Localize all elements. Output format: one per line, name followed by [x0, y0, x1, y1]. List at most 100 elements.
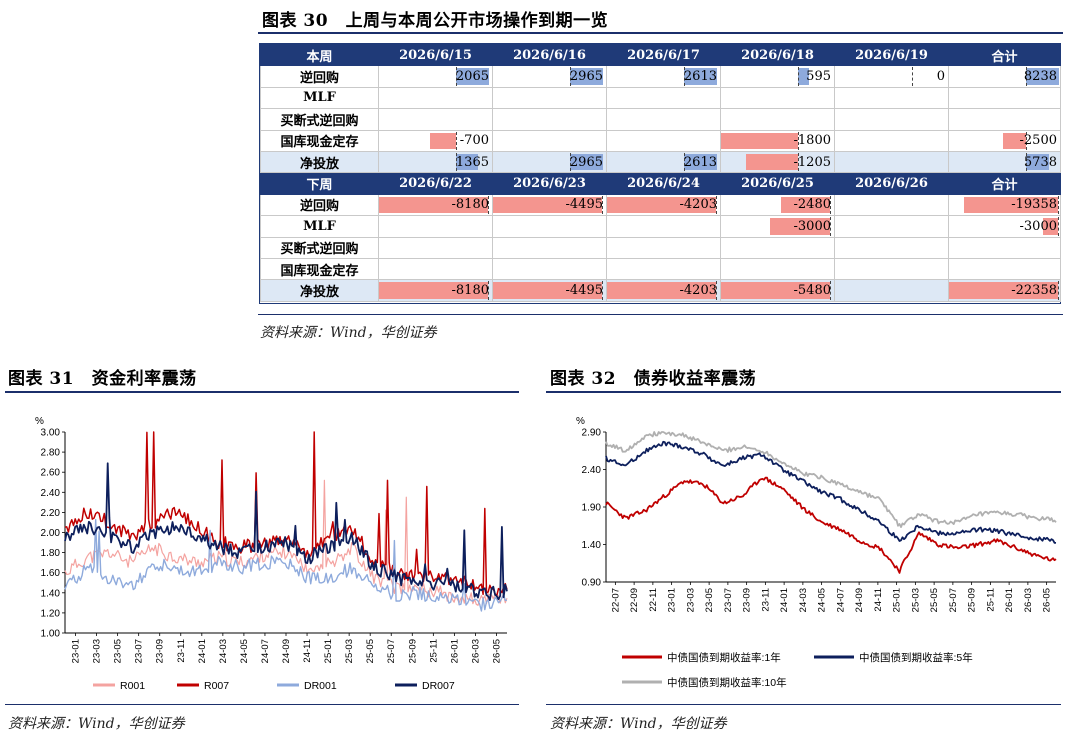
bar-axis-line — [798, 152, 799, 172]
bar-axis-line — [1057, 281, 1059, 300]
bar-axis-line — [570, 152, 571, 172]
y-tick-label: 2.20 — [41, 508, 61, 519]
positive-bar — [1026, 153, 1049, 171]
date-header: 2026/6/18 — [720, 43, 835, 67]
cell-value: -8180 — [451, 197, 489, 213]
bar-axis-line — [684, 152, 685, 172]
value-cell: -4495 — [492, 279, 607, 302]
bar-axis-line — [715, 281, 717, 300]
positive-bar — [456, 68, 489, 85]
series-line-3 — [64, 518, 508, 612]
fig32-source-rule — [546, 704, 1061, 705]
y-tick-label: 1.80 — [41, 548, 61, 559]
date-header: 2026/6/17 — [606, 43, 721, 67]
bar-axis-line — [684, 67, 685, 86]
cell-value: 2965 — [569, 154, 603, 170]
x-tick-label: 26-05 — [491, 639, 502, 663]
cell-value: -3000 — [793, 218, 831, 234]
value-cell: -4495 — [492, 193, 607, 217]
positive-bar — [456, 153, 478, 171]
row-label: 净投放 — [260, 279, 379, 302]
week1-header-row: 本周 2026/6/15 2026/6/16 2026/6/17 2026/6/18 20… — [260, 43, 1061, 67]
x-tick-label: 23-07 — [134, 639, 145, 663]
value-cell — [378, 257, 493, 281]
fig31-source-rule — [5, 704, 519, 705]
value-cell — [834, 129, 949, 152]
cell-value: -700 — [459, 133, 489, 149]
fig32-title: 图表 32 债券收益率震荡 — [550, 369, 757, 389]
x-tick-label: 26-01 — [1004, 588, 1015, 612]
fig31-title: 图表 31 资金利率震荡 — [8, 369, 197, 389]
positive-bar — [570, 153, 603, 171]
x-tick-label: 25-01 — [892, 588, 903, 612]
cell-value: -2480 — [793, 197, 831, 213]
cell-value: -1205 — [793, 154, 831, 170]
value-cell — [492, 257, 607, 281]
cell-value: 2613 — [683, 154, 717, 170]
cell-value: -1800 — [793, 133, 831, 149]
legend-label: DR001 — [304, 680, 337, 692]
fig32-title-rule — [546, 391, 1061, 393]
bar-axis-line — [829, 195, 831, 215]
positive-bar — [684, 68, 717, 85]
row-label: 国库现金定存 — [260, 257, 379, 281]
series-line-4 — [64, 462, 508, 602]
cell-value: -4203 — [679, 197, 717, 213]
value-cell: 0 — [834, 65, 949, 88]
table-row: 净投放 -8180 -4495 -4203 -5480 -22358 — [260, 279, 1061, 302]
value-cell — [948, 257, 1061, 281]
negative-bar — [721, 282, 830, 299]
y-tick-label: 2.00 — [41, 528, 61, 539]
value-cell: 8238 — [948, 65, 1061, 88]
value-cell: 2613 — [606, 65, 721, 88]
bar-axis-line — [601, 195, 603, 215]
x-tick-label: 23-01 — [71, 639, 82, 663]
fig30-title-rule — [258, 32, 1063, 34]
x-tick-label: 26-03 — [470, 639, 481, 663]
series-line-2 — [605, 440, 1057, 544]
y-tick-label: 3.00 — [41, 428, 61, 439]
y-tick-label: 1.20 — [41, 608, 61, 619]
y-tick-label: 2.90 — [582, 428, 602, 439]
legend-label: 中债国债到期收益率:10年 — [667, 676, 787, 689]
bar-axis-line — [456, 67, 457, 86]
cell-value: 2613 — [683, 69, 717, 85]
date-header: 2026/6/24 — [606, 172, 721, 195]
x-tick-label: 24-03 — [798, 588, 809, 612]
legend-label: R001 — [120, 680, 145, 692]
bar-axis-line — [715, 195, 717, 215]
x-tick-label: 23-07 — [723, 588, 734, 612]
table-row: 买断式逆回购 — [260, 108, 1061, 131]
row-label: 买断式逆回购 — [260, 236, 379, 259]
bar-axis-line — [829, 217, 831, 236]
y-tick-label: 1.60 — [41, 568, 61, 579]
bar-axis-line — [456, 152, 457, 172]
legend-label: R007 — [204, 680, 229, 692]
positive-bar — [798, 68, 809, 85]
x-tick-label: 24-07 — [260, 639, 271, 663]
bar-axis-line — [487, 195, 489, 215]
cell-value: 2065 — [455, 69, 489, 85]
value-cell — [492, 108, 607, 131]
cell-value: -4203 — [679, 282, 717, 298]
x-tick-label: 25-03 — [344, 639, 355, 663]
x-tick-label: 24-05 — [817, 588, 828, 612]
bond-yield-chart: % 0.90 1.40 1.90 2.40 2.90 22-07 22-09 22-11 23-0… — [576, 416, 1057, 689]
bar-axis-line — [798, 67, 799, 86]
legend-label: DR007 — [422, 680, 455, 692]
fig30-source: 资料来源：Wind，华创证券 — [260, 325, 437, 341]
value-cell — [834, 193, 949, 217]
value-cell: -1205 — [720, 150, 835, 174]
series-line-3 — [605, 431, 1057, 529]
x-tick-label: 23-09 — [742, 588, 753, 612]
y-axis-unit: % — [35, 416, 44, 427]
x-tick-label: 22-07 — [610, 588, 621, 612]
cell-value: 0 — [936, 69, 945, 85]
value-cell — [378, 215, 493, 238]
ops-table-frame — [259, 43, 1061, 304]
negative-bar — [493, 282, 602, 299]
value-cell — [948, 86, 1061, 110]
cell-value: -19358 — [1011, 197, 1057, 213]
value-cell: -8180 — [378, 279, 493, 302]
table-row: 国库现金定存 -700 -1800 -2500 — [260, 129, 1061, 152]
